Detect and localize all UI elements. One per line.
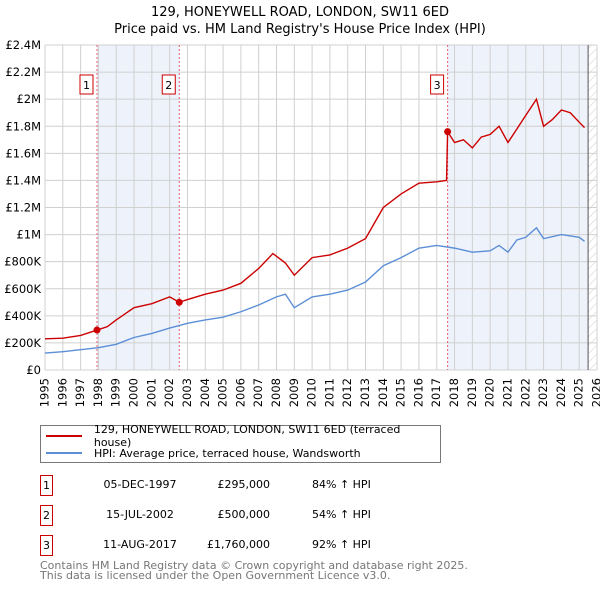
transaction-hpi: 92% ↑ HPI <box>312 538 371 551</box>
x-tick-label: 2015 <box>394 378 408 407</box>
x-tick-label: 2024 <box>554 378 568 407</box>
x-tick-label: 2003 <box>180 378 194 407</box>
x-tick-label: 1995 <box>38 378 52 407</box>
y-tick-label: £2.2M <box>5 65 41 79</box>
y-tick-label: £1.8M <box>5 119 41 133</box>
x-tick-label: 2011 <box>322 378 336 407</box>
property-price-line <box>44 97 586 340</box>
x-tick-label: 2012 <box>340 378 354 407</box>
transaction-price: £295,000 <box>217 478 271 491</box>
sale-point <box>93 326 101 334</box>
sale-label-box <box>430 74 445 95</box>
transaction-price: £500,000 <box>217 508 271 521</box>
y-tick-label: £600K <box>4 282 41 296</box>
transaction-hpi: 84% ↑ HPI <box>312 478 371 491</box>
footer-line: This data is licensed under the Open Gov… <box>40 569 391 582</box>
x-tick-label: 2023 <box>536 378 550 407</box>
legend-label: HPI: Average price, terraced house, Wand… <box>94 446 361 460</box>
y-tick-label: £1.6M <box>5 146 41 160</box>
x-tick-label: 2009 <box>287 378 301 407</box>
x-tick-label: 2002 <box>162 378 176 407</box>
x-tick-label: 2004 <box>198 378 212 407</box>
legend-label: 129, HONEYWELL ROAD, LONDON, SW11 6ED (t… <box>93 423 401 449</box>
x-tick-label: 2000 <box>127 378 141 407</box>
sale-label-box <box>161 74 176 95</box>
legend-swatch-blue <box>46 452 82 454</box>
x-tick-label: 2022 <box>518 378 532 407</box>
footer: Contains HM Land Registry data © Crown c… <box>40 559 468 582</box>
x-tick-label: 2013 <box>358 378 372 407</box>
transaction-date: 11-AUG-2017 <box>103 538 177 551</box>
y-tick-label: £2M <box>16 92 41 106</box>
x-tick-label: 2014 <box>376 378 390 407</box>
transaction-date: 15-JUL-2002 <box>106 508 174 521</box>
x-tick-label: 1998 <box>91 378 105 407</box>
x-tick-label: 2010 <box>305 378 319 407</box>
x-tick-label: 1996 <box>55 378 69 407</box>
legend-swatch-red <box>46 435 82 437</box>
x-tick-label: 2007 <box>251 378 265 407</box>
hpi-line <box>44 226 585 354</box>
x-tick-label: 2005 <box>216 378 230 407</box>
transaction-number: 2 <box>40 505 53 526</box>
price-chart: 1995 1996 1997 1998 1999 2000 2001 2002 2003 2004… <box>4 38 600 407</box>
footer-line: Contains HM Land Registry data © Crown c… <box>40 559 468 572</box>
sale-point <box>444 128 452 136</box>
x-tick-label: 2025 <box>572 378 586 407</box>
x-tick-label: 2016 <box>411 378 425 407</box>
chart-subtitle: Price paid vs. HM Land Registry's House … <box>114 22 486 37</box>
x-tick-label: 2020 <box>483 378 497 407</box>
chart-title: 129, HONEYWELL ROAD, LONDON, SW11 6ED <box>150 5 450 20</box>
sale-label: 1 <box>83 79 90 92</box>
x-tick-label: 2018 <box>447 378 461 407</box>
transaction-number: 3 <box>40 535 53 556</box>
sale-label: 2 <box>165 79 172 92</box>
x-tick-label: 2021 <box>500 378 514 407</box>
y-tick-label: £200K <box>4 336 41 350</box>
x-tick-label: 2008 <box>269 378 283 407</box>
sale-point <box>175 298 183 306</box>
sale-label-box <box>79 74 94 95</box>
transaction-number: 1 <box>40 475 53 496</box>
sale-label: 3 <box>434 79 441 92</box>
transaction-price: £1,760,000 <box>207 538 270 551</box>
y-tick-label: £2.4M <box>5 38 41 52</box>
legend: 129, HONEYWELL ROAD, LONDON, SW11 6ED (t… <box>40 423 441 463</box>
y-tick-label: £1.2M <box>5 201 41 215</box>
y-tick-label: £800K <box>4 255 41 269</box>
legend-item-hpi: HPI: Average price, terraced house, Wand… <box>41 445 361 461</box>
x-tick-label: 2017 <box>429 378 443 407</box>
x-tick-label: 1997 <box>73 378 87 407</box>
x-tick-label: 2019 <box>465 378 479 407</box>
transaction-hpi: 54% ↑ HPI <box>312 508 371 521</box>
x-tick-label: 2006 <box>233 378 247 407</box>
y-tick-label: £1.4M <box>5 173 41 187</box>
x-tick-label: 2001 <box>144 378 158 407</box>
y-tick-label: £0 <box>26 363 41 377</box>
x-tick-label: 2026 <box>590 378 600 407</box>
legend-item-property: 129, HONEYWELL ROAD, LONDON, SW11 6ED (t… <box>41 423 440 449</box>
x-tick-label: 1999 <box>109 378 123 407</box>
y-tick-label: £400K <box>4 309 41 323</box>
y-tick-label: £1M <box>16 228 41 242</box>
transaction-date: 05-DEC-1997 <box>103 478 177 491</box>
